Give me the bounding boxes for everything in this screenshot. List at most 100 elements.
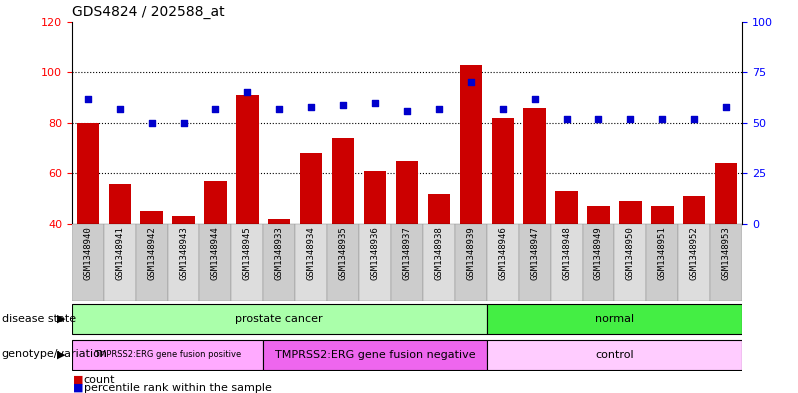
- Bar: [396, 161, 418, 224]
- Point: [209, 105, 222, 112]
- Text: GSM1348946: GSM1348946: [498, 226, 508, 280]
- Bar: [172, 217, 195, 224]
- Text: TMPRSS2:ERG gene fusion positive: TMPRSS2:ERG gene fusion positive: [94, 350, 241, 359]
- Bar: [460, 64, 482, 224]
- Bar: [327, 224, 359, 301]
- Bar: [300, 153, 322, 224]
- Text: ▶: ▶: [57, 349, 65, 360]
- Text: GSM1348950: GSM1348950: [626, 226, 635, 280]
- Bar: [614, 224, 646, 301]
- Bar: [104, 224, 136, 301]
- Bar: [646, 224, 678, 301]
- Text: TMPRSS2:ERG gene fusion negative: TMPRSS2:ERG gene fusion negative: [275, 350, 476, 360]
- Point: [369, 99, 381, 106]
- Point: [241, 89, 254, 95]
- Text: GSM1348933: GSM1348933: [275, 226, 284, 280]
- Bar: [77, 123, 99, 224]
- Bar: [487, 224, 519, 301]
- Bar: [204, 181, 227, 224]
- Point: [337, 101, 350, 108]
- Point: [81, 95, 94, 102]
- Point: [528, 95, 541, 102]
- Text: GSM1348936: GSM1348936: [370, 226, 380, 280]
- Bar: [231, 224, 263, 301]
- Bar: [391, 224, 423, 301]
- Text: GSM1348941: GSM1348941: [115, 226, 124, 280]
- Text: GSM1348949: GSM1348949: [594, 226, 603, 280]
- Bar: [200, 224, 231, 301]
- Text: count: count: [84, 375, 115, 385]
- Text: genotype/variation: genotype/variation: [2, 349, 108, 360]
- Text: ▶: ▶: [57, 314, 65, 324]
- Bar: [523, 108, 546, 224]
- Bar: [519, 224, 551, 301]
- Bar: [455, 224, 487, 301]
- Bar: [359, 224, 391, 301]
- Bar: [678, 224, 710, 301]
- Point: [401, 108, 413, 114]
- Text: GSM1348934: GSM1348934: [306, 226, 316, 280]
- Point: [433, 105, 445, 112]
- Bar: [263, 340, 487, 370]
- Bar: [423, 224, 455, 301]
- Bar: [364, 171, 386, 224]
- Point: [145, 119, 158, 126]
- Text: GSM1348952: GSM1348952: [689, 226, 699, 280]
- Bar: [651, 206, 674, 224]
- Text: control: control: [595, 350, 634, 360]
- Text: ■: ■: [73, 383, 84, 393]
- Bar: [263, 224, 295, 301]
- Text: GSM1348942: GSM1348942: [147, 226, 156, 280]
- Bar: [295, 224, 327, 301]
- Text: prostate cancer: prostate cancer: [235, 314, 323, 324]
- Bar: [487, 340, 742, 370]
- Bar: [683, 196, 705, 224]
- Point: [592, 116, 605, 122]
- Text: GSM1348947: GSM1348947: [530, 226, 539, 280]
- Text: GSM1348938: GSM1348938: [434, 226, 444, 280]
- Point: [688, 116, 701, 122]
- Bar: [72, 340, 263, 370]
- Bar: [72, 304, 487, 334]
- Point: [496, 105, 509, 112]
- Text: GSM1348935: GSM1348935: [338, 226, 348, 280]
- Bar: [710, 224, 742, 301]
- Text: GSM1348937: GSM1348937: [402, 226, 412, 280]
- Text: GSM1348939: GSM1348939: [466, 226, 476, 280]
- Bar: [236, 95, 259, 224]
- Point: [273, 105, 286, 112]
- Bar: [140, 211, 163, 224]
- Point: [720, 103, 733, 110]
- Text: GSM1348944: GSM1348944: [211, 226, 220, 280]
- Point: [624, 116, 637, 122]
- Bar: [109, 184, 131, 224]
- Bar: [619, 201, 642, 224]
- Text: GSM1348948: GSM1348948: [562, 226, 571, 280]
- Text: GSM1348951: GSM1348951: [658, 226, 667, 280]
- Bar: [551, 224, 583, 301]
- Text: percentile rank within the sample: percentile rank within the sample: [84, 383, 271, 393]
- Text: GSM1348940: GSM1348940: [83, 226, 93, 280]
- Bar: [587, 206, 610, 224]
- Bar: [136, 224, 168, 301]
- Bar: [583, 224, 614, 301]
- Text: GSM1348953: GSM1348953: [721, 226, 731, 280]
- Point: [464, 79, 477, 85]
- Text: GSM1348943: GSM1348943: [179, 226, 188, 280]
- Bar: [168, 224, 200, 301]
- Bar: [715, 163, 737, 224]
- Point: [177, 119, 190, 126]
- Text: GSM1348945: GSM1348945: [243, 226, 252, 280]
- Point: [560, 116, 573, 122]
- Text: GDS4824 / 202588_at: GDS4824 / 202588_at: [72, 5, 224, 19]
- Text: normal: normal: [595, 314, 634, 324]
- Bar: [72, 224, 104, 301]
- Bar: [332, 138, 354, 224]
- Bar: [487, 304, 742, 334]
- Text: disease state: disease state: [2, 314, 76, 324]
- Bar: [268, 219, 290, 224]
- Bar: [428, 194, 450, 224]
- Point: [113, 105, 126, 112]
- Point: [656, 116, 669, 122]
- Point: [305, 103, 318, 110]
